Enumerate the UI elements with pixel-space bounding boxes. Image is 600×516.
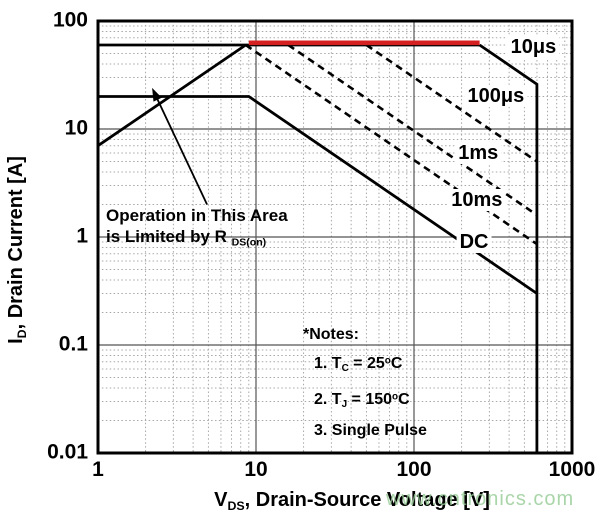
x-tick-1000: 1000 <box>548 458 596 481</box>
y-tick-0.1: 0.1 <box>58 332 88 356</box>
curve-soa-1ms <box>287 43 538 217</box>
annotation-arrow-line <box>152 91 208 205</box>
watermark: www.cntronics.com <box>386 488 575 510</box>
y-tick-100: 100 <box>52 8 88 32</box>
y-tick-1: 1 <box>76 224 88 248</box>
curve-label-DC: DC <box>456 230 492 253</box>
y-tick-0.01: 0.01 <box>47 440 88 464</box>
note-single-pulse: 3. Single Pulse <box>314 422 427 439</box>
notes-title: *Notes: <box>303 326 360 343</box>
x-tick-100: 100 <box>396 458 432 481</box>
x-tick-1: 1 <box>92 458 104 481</box>
rdson-annotation: Operation in This Area is Limited by R D… <box>106 205 288 253</box>
annotation-arrow-head <box>152 87 162 102</box>
curve-label-10ms: 10ms <box>448 189 506 212</box>
note-junction-temp: 2. TJ = 150oC <box>314 391 410 411</box>
x-axis-title: VDS, Drain-Source Voltage [V] <box>214 489 490 513</box>
curve-label-10μs: 10μs <box>507 35 560 58</box>
y-tick-10: 10 <box>64 116 88 140</box>
curve-label-100μs: 100μs <box>464 85 528 108</box>
note-case-temp: 1. TC = 25oC <box>314 355 403 375</box>
plot-border <box>96 19 574 455</box>
y-axis-title: ID, Drain Current [A] <box>5 156 29 344</box>
curve-soa-dc <box>98 95 538 295</box>
rdson-annotation-line1: Operation in This Area <box>106 206 288 225</box>
rdson-annotation-line2: is Limited by R DS(on) <box>106 227 267 249</box>
x-tick-10: 10 <box>244 458 268 481</box>
curve-soa-10us <box>478 43 539 453</box>
curve-soa-100us <box>365 43 538 163</box>
grid-major <box>98 21 572 453</box>
curve-label-1ms: 1ms <box>455 141 502 164</box>
